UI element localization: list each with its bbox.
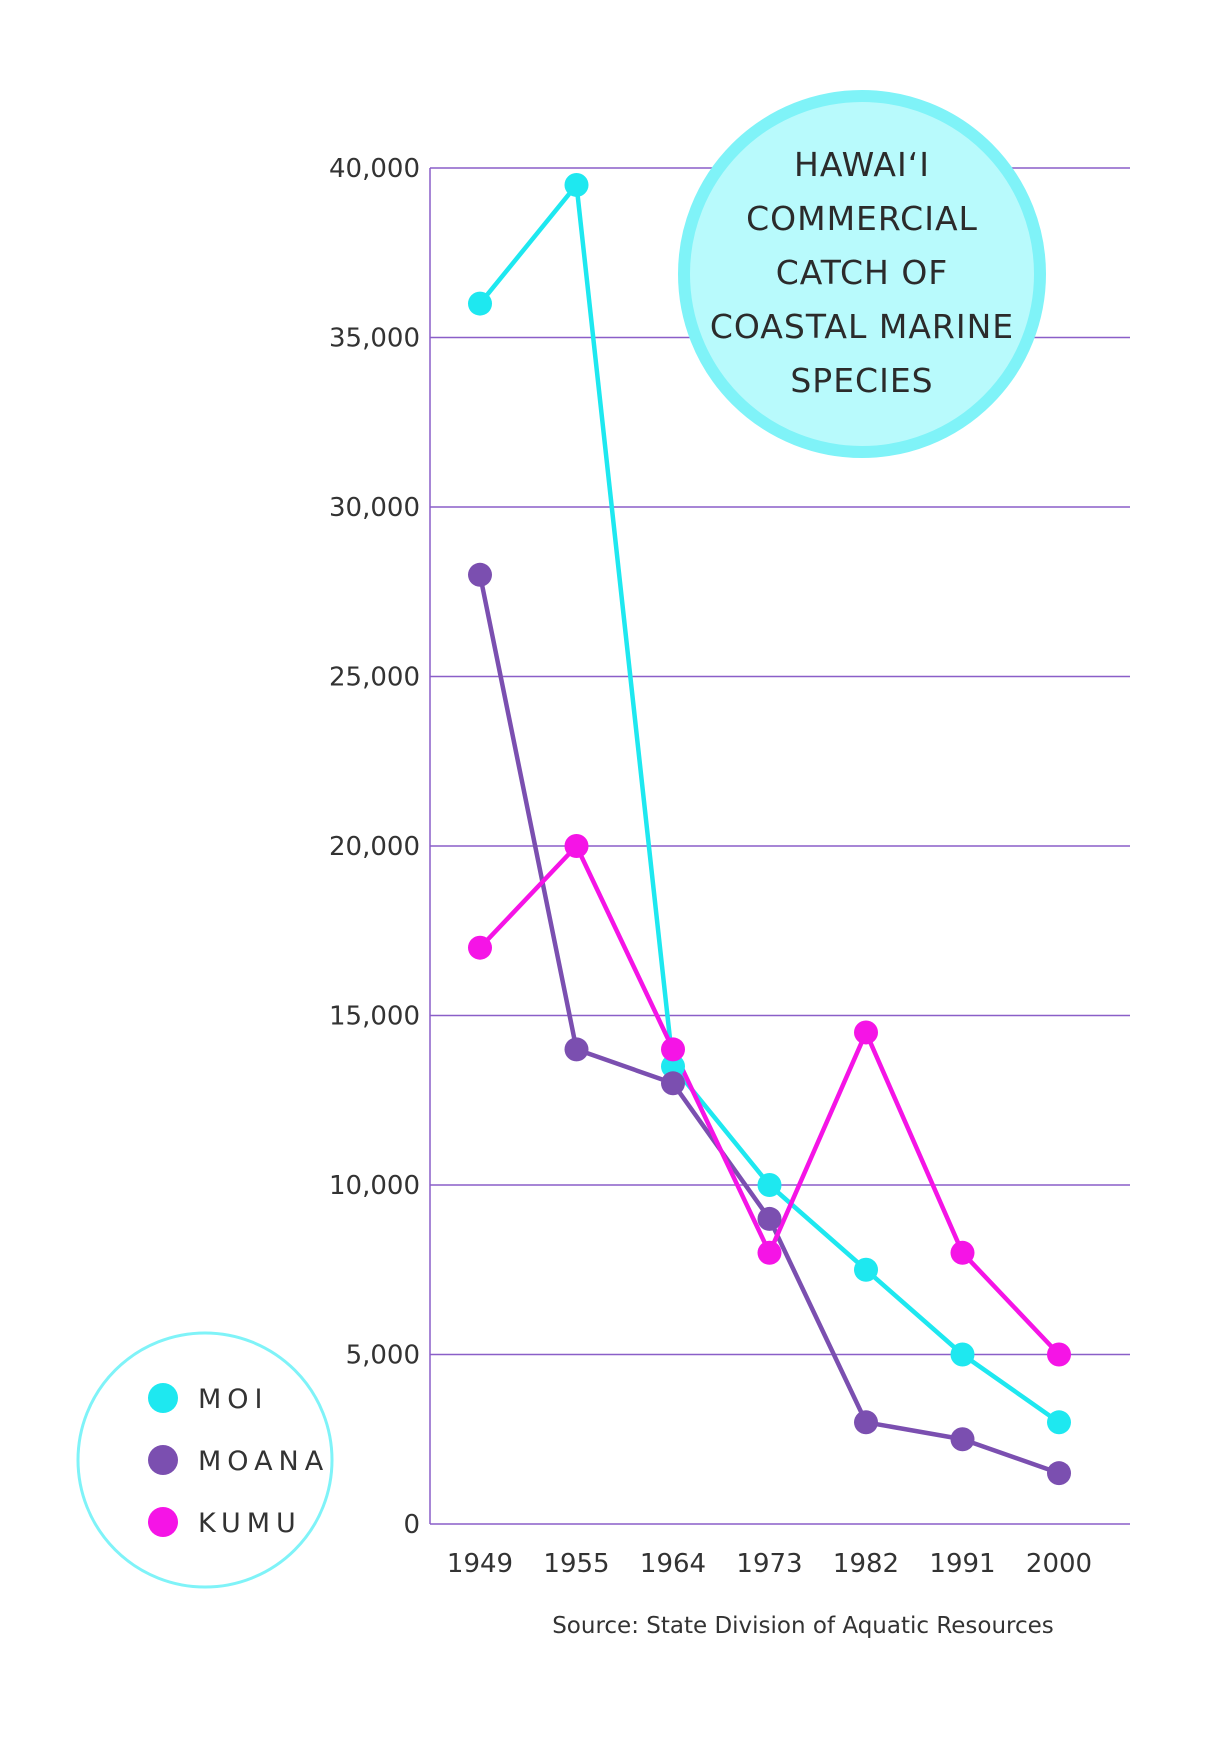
series-layer	[468, 172, 1071, 1486]
series-line-kumu	[478, 843, 1061, 1357]
point-moana-1973	[757, 1206, 782, 1231]
legend-marker-moi	[148, 1383, 178, 1413]
x-tick-label: 1964	[640, 1549, 706, 1579]
x-tick-label: 1982	[833, 1549, 899, 1579]
point-moi-1991	[950, 1342, 975, 1367]
point-moana-2000	[1047, 1461, 1071, 1486]
y-tick-label: 5,000	[346, 1341, 420, 1371]
chart-title-line-5: SPECIES	[790, 361, 933, 400]
legend-label-kumu: KUMU	[198, 1508, 302, 1539]
point-kumu-2000	[1047, 1342, 1071, 1367]
point-kumu-1955	[564, 834, 589, 858]
legend-marker-moana	[148, 1445, 178, 1475]
point-moi-1949	[468, 291, 492, 316]
chart-title-line-3: CATCH OF	[776, 253, 949, 292]
point-kumu-1964	[661, 1037, 685, 1062]
point-kumu-1973	[757, 1240, 782, 1265]
point-moana-1949	[468, 562, 492, 587]
x-tick-label: 1973	[736, 1549, 802, 1579]
point-moana-1991	[950, 1427, 975, 1452]
y-tick-label: 30,000	[329, 493, 420, 523]
point-kumu-1991	[950, 1240, 975, 1265]
point-moi-1964	[661, 1054, 685, 1079]
point-moana-1982	[854, 1410, 878, 1435]
y-tick-label: 40,000	[329, 154, 420, 184]
y-tick-label: 10,000	[329, 1171, 420, 1201]
title-circle	[678, 90, 1046, 458]
x-axis-ticks: 1949 1955 1964 1973 1982 1991 2000	[447, 1549, 1092, 1579]
point-moana-1955	[564, 1037, 589, 1062]
point-moana-1964	[661, 1071, 685, 1096]
x-tick-label: 1949	[447, 1549, 513, 1579]
y-axis-ticks: 0 5,000 10,000 15,000 20,000 25,000 30,000 35,0…	[329, 154, 420, 1540]
legend-label-moi: MOI	[198, 1384, 269, 1415]
x-tick-label: 2000	[1026, 1549, 1092, 1579]
y-tick-label: 35,000	[329, 324, 420, 354]
y-tick-label: 15,000	[329, 1002, 420, 1032]
series-line-moana	[477, 574, 1060, 1476]
y-tick-label: 20,000	[329, 832, 420, 862]
point-moi-1955	[564, 172, 589, 197]
legend-marker-kumu	[148, 1507, 178, 1537]
chart-title-line-4: COASTAL MARINE	[710, 307, 1014, 346]
legend-label-moana: MOANA	[198, 1446, 329, 1477]
chart-title-line-1: HAWAI‘I	[794, 145, 930, 184]
x-tick-label: 1955	[543, 1549, 609, 1579]
title-badge: HAWAI‘I COMMERCIAL CATCH OF COASTAL MARI…	[678, 90, 1046, 458]
x-tick-label: 1991	[929, 1549, 995, 1579]
y-tick-label: 25,000	[329, 663, 420, 693]
source-note: Source: State Division of Aquatic Resour…	[552, 1613, 1054, 1639]
point-kumu-1982	[854, 1020, 878, 1045]
legend-circle	[76, 1331, 334, 1589]
point-moi-1973	[757, 1173, 782, 1197]
chart-title-line-2: COMMERCIAL	[746, 199, 978, 238]
y-tick-label: 0	[403, 1510, 420, 1540]
point-moi-1982	[854, 1257, 878, 1282]
point-kumu-1949	[468, 935, 492, 960]
legend: MOI MOANA KUMU	[76, 1331, 334, 1589]
point-moi-2000	[1047, 1410, 1071, 1435]
